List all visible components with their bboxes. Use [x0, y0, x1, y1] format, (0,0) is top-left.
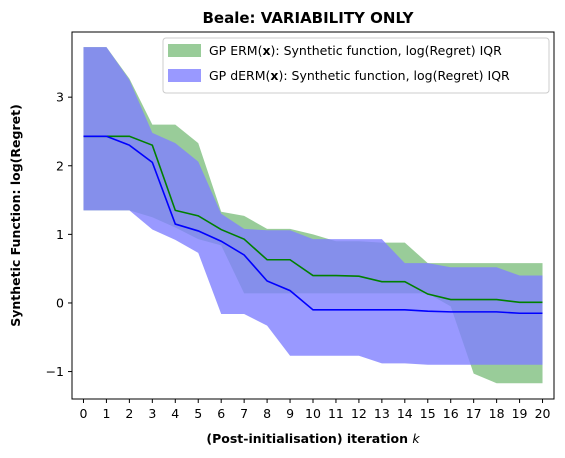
x-tick-label: 0 [79, 406, 87, 421]
y-tick-label: 3 [56, 90, 64, 105]
x-tick-label: 8 [263, 406, 271, 421]
x-tick-label: 1 [102, 406, 110, 421]
legend-box [162, 37, 550, 94]
x-tick-label: 15 [420, 406, 436, 421]
y-axis-label: Synthetic Function: log(Regret) [8, 104, 23, 327]
legend-label: GP ERM(x): Synthetic function, log(Regre… [209, 43, 502, 58]
x-axis-label: (Post-initialisation) iteration k [206, 431, 420, 446]
x-tick-label: 6 [217, 406, 225, 421]
plot-area [83, 47, 543, 384]
x-tick-label: 3 [148, 406, 156, 421]
x-tick-label: 19 [512, 406, 528, 421]
x-tick-label: 5 [194, 406, 202, 421]
median-line-2 [83, 135, 543, 315]
x-tick-label: 2 [125, 406, 133, 421]
y-tick-label: 1 [56, 227, 64, 242]
x-tick-label: 14 [397, 406, 413, 421]
legend-label: GP dERM(x): Synthetic function, log(Regr… [209, 68, 510, 83]
y-tick-label: 2 [56, 158, 64, 173]
legend-swatch [168, 44, 201, 57]
legend: GP ERM(x): Synthetic function, log(Regre… [162, 37, 550, 94]
chart-title: Beale: VARIABILITY ONLY [202, 9, 414, 27]
x-tick-label: 18 [489, 406, 505, 421]
x-tick-label: 16 [443, 406, 459, 421]
x-tick-label: 9 [286, 406, 294, 421]
x-tick-label: 13 [374, 406, 390, 421]
iqr-band-2 [83, 47, 543, 365]
y-tick-label: −1 [46, 364, 64, 379]
x-tick-label: 4 [171, 406, 179, 421]
x-tick-label: 11 [328, 406, 344, 421]
x-tick-label: 20 [535, 406, 551, 421]
x-tick-label: 17 [466, 406, 482, 421]
x-tick-label: 7 [240, 406, 248, 421]
y-axis: −1 0 1 2 3 [46, 90, 72, 379]
x-axis-label-var: k [412, 431, 420, 446]
x-tick-label: 12 [351, 406, 367, 421]
median-line-1 [83, 135, 543, 304]
y-tick-label: 0 [56, 295, 64, 310]
x-tick-label: 10 [305, 406, 321, 421]
x-axis: 0 1 2 3 4 5 6 7 8 9 10 11 12 13 14 15 16 17 18 19 20 [79, 399, 551, 421]
legend-swatch [168, 69, 201, 82]
